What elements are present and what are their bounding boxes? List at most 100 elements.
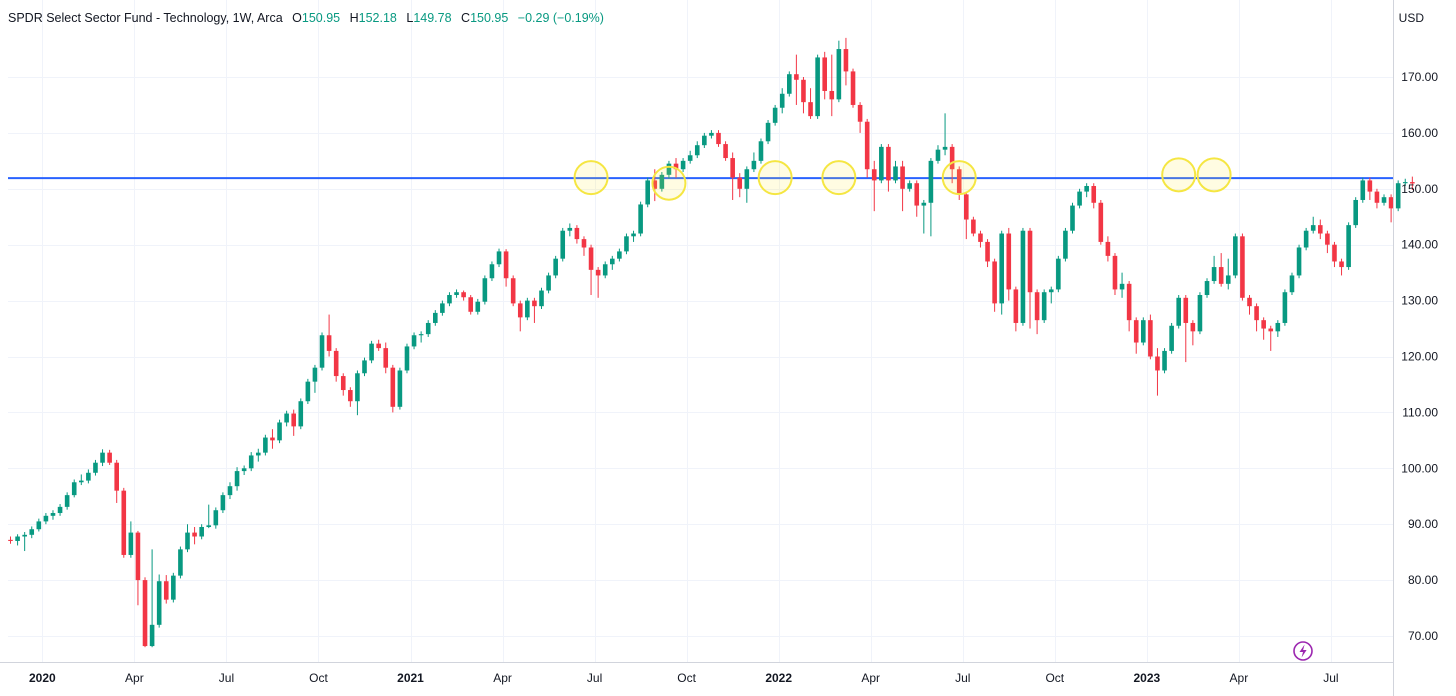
candle	[1388, 194, 1394, 223]
candle	[185, 524, 190, 553]
currency-label: USD	[1398, 11, 1424, 25]
candle-body	[687, 155, 693, 161]
candle-body	[822, 57, 827, 91]
price-tick-label: 80.00	[1408, 573, 1438, 587]
candle	[1353, 197, 1358, 228]
candle-body	[517, 303, 523, 318]
highlight-circle	[821, 160, 857, 196]
candle-body	[1303, 230, 1309, 248]
candle	[517, 300, 523, 332]
candle	[29, 526, 35, 539]
candle-body	[340, 376, 346, 391]
candle	[1162, 348, 1167, 374]
candle	[1204, 278, 1210, 298]
candle	[1254, 303, 1259, 332]
candle	[57, 504, 63, 516]
time-tick-label: Oct	[677, 671, 696, 685]
candle	[1325, 230, 1330, 254]
candle-body	[1218, 267, 1224, 284]
lightning-icon-bolt	[1299, 644, 1307, 658]
candle-body	[171, 575, 176, 600]
candle	[489, 261, 495, 282]
candle-body	[199, 526, 204, 537]
candle-body	[369, 343, 374, 361]
candle-body	[454, 292, 459, 296]
candle-body	[404, 346, 410, 371]
candle	[1070, 202, 1075, 234]
candle	[893, 160, 898, 184]
candle-body	[178, 549, 183, 576]
candle	[121, 487, 127, 558]
candle	[333, 348, 339, 382]
candle-body	[121, 490, 127, 555]
candle	[234, 467, 240, 491]
candle	[241, 465, 247, 476]
candle-body	[560, 230, 566, 259]
candle	[1105, 236, 1111, 262]
candle	[1112, 253, 1118, 296]
highlight-circle	[757, 160, 793, 196]
candle-body	[1034, 292, 1040, 321]
candle-body	[956, 169, 962, 195]
candle	[1303, 227, 1309, 251]
time-tick-label: Oct	[1045, 671, 1064, 685]
candle-body	[1013, 289, 1019, 323]
candle-body	[1367, 180, 1373, 192]
candle	[199, 524, 204, 540]
highlight-circle	[573, 160, 609, 196]
candle-body	[22, 534, 27, 537]
candle	[284, 410, 289, 427]
candle	[992, 258, 997, 312]
candle-body	[206, 525, 212, 527]
candle-body	[772, 107, 778, 123]
candle-body	[135, 532, 141, 581]
candle	[595, 267, 601, 298]
candle	[1360, 177, 1366, 203]
candle-body	[694, 145, 700, 156]
candle-body	[489, 264, 495, 279]
candle	[1233, 233, 1238, 279]
candle	[256, 448, 261, 462]
price-tick-label: 70.00	[1408, 629, 1438, 643]
candle	[107, 449, 112, 465]
candle	[411, 332, 417, 350]
candle	[978, 230, 983, 248]
candle-body	[815, 57, 820, 117]
candle-body	[1395, 183, 1401, 209]
candle	[553, 255, 558, 279]
candle	[263, 434, 268, 456]
candle-body	[256, 452, 261, 456]
candle	[758, 138, 764, 164]
candle	[15, 534, 20, 546]
highlight-circle	[651, 165, 687, 201]
time-tick-label: 2021	[397, 671, 424, 685]
candle-body	[730, 158, 735, 178]
candle-body	[425, 322, 431, 335]
candle	[461, 290, 466, 301]
candle-body	[447, 295, 452, 304]
price-tick-label: 160.00	[1401, 126, 1438, 140]
candle-body	[1063, 230, 1068, 259]
candle-body	[702, 135, 707, 146]
candle	[588, 244, 594, 296]
candle	[829, 54, 835, 117]
candle-body	[935, 149, 941, 161]
candle	[8, 536, 13, 544]
candle	[433, 310, 438, 326]
candle	[871, 160, 877, 212]
candle	[680, 158, 686, 173]
candle-body	[971, 219, 976, 234]
lightning-icon[interactable]	[1293, 641, 1313, 661]
candle	[149, 549, 155, 648]
candle-body	[418, 334, 424, 336]
high-value: 152.18	[358, 11, 397, 25]
candle	[1402, 178, 1408, 187]
candle-body	[1162, 350, 1167, 371]
candle	[50, 510, 56, 520]
candle	[539, 287, 544, 309]
candle	[135, 530, 141, 606]
candle	[942, 113, 948, 156]
candle-body	[390, 367, 396, 407]
candle-body	[1197, 295, 1203, 332]
